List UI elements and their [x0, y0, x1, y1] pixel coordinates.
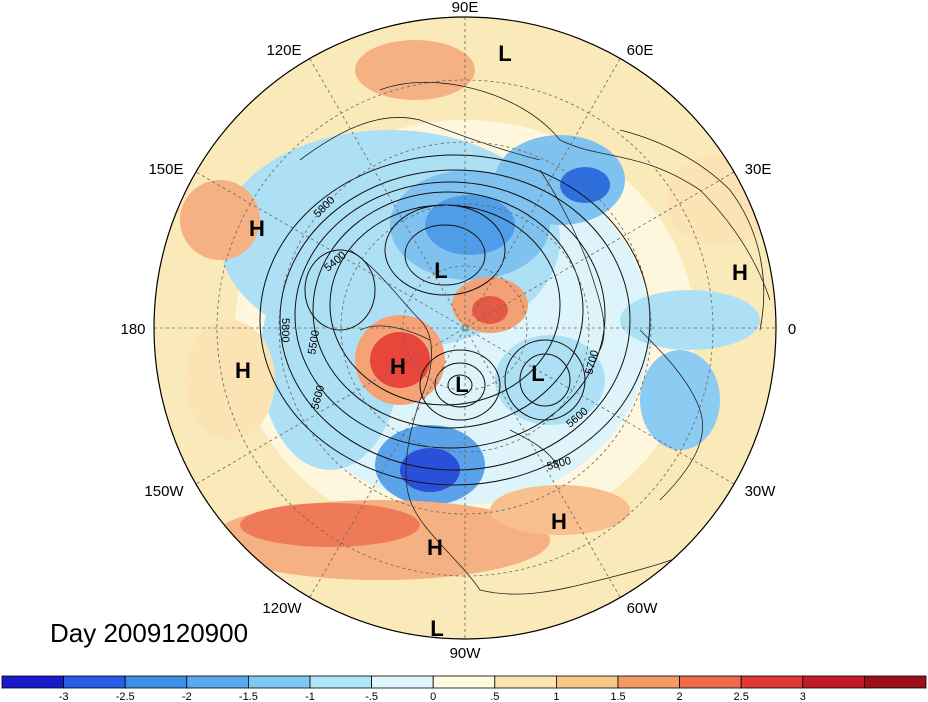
lon-label: 120E [266, 42, 301, 59]
colorbar-ticks: -3 -2.5 -2 -1.5 -1 -.5 0 .5 1 1.5 2 2.5 3 [59, 691, 806, 702]
high-markers: H H H H H H H [235, 216, 748, 560]
colorbar-tick-label: -2.5 [116, 691, 135, 702]
longitude-labels: 90E 60E 30E 0 30W 60W 90W 120W 150W 180 … [120, 0, 796, 662]
colorbar-tick-label: .5 [490, 691, 499, 702]
lon-label: 90E [452, 0, 479, 16]
lon-label: 150E [148, 161, 183, 178]
colorbar-tick-label: 2.5 [734, 691, 749, 702]
date-label: Day 2009120900 [50, 618, 249, 648]
lon-label: 60E [627, 42, 654, 59]
colorbar-tick-label: -.5 [365, 691, 378, 702]
high-marker: H [551, 509, 567, 534]
low-marker: L [531, 361, 544, 386]
colorbar-tick-label: 1 [553, 691, 559, 702]
colorbar-box [1, 675, 64, 689]
high-marker: H [390, 354, 406, 379]
colorbar-tick-label: -1 [305, 691, 315, 702]
map-boundary [153, 16, 777, 640]
lon-label: 60W [627, 600, 659, 617]
lon-label: 30W [745, 483, 777, 500]
colorbar-box [124, 675, 188, 689]
colorbar-boxes [1, 675, 927, 689]
colorbar-box [494, 675, 557, 689]
colorbar-box [371, 675, 434, 689]
high-marker: H [732, 260, 748, 285]
lon-label: 0 [788, 321, 796, 338]
colorbar-tick-label: 2 [677, 691, 683, 702]
lon-label: 120W [262, 600, 302, 617]
colorbar-tick-label: 0 [430, 691, 436, 702]
high-marker: H [235, 358, 251, 383]
contour-label: 5800 [279, 318, 291, 342]
colorbar-box [617, 675, 680, 689]
lon-label: 150W [144, 483, 184, 500]
graticule [154, 17, 776, 639]
colorbar: -3 -2.5 -2 -1.5 -1 -.5 0 .5 1 1.5 2 2.5 3 [1, 675, 927, 702]
colorbar-box [186, 675, 249, 689]
colorbar-box [802, 675, 865, 689]
colorbar-box [309, 675, 372, 689]
colorbar-tick-label: -2 [182, 691, 192, 702]
colorbar-box [864, 675, 927, 689]
polar-map: 90E 60E 30E 0 30W 60W 90W 120W 150W 180 … [120, 0, 796, 662]
low-marker: L [498, 41, 511, 66]
colorbar-box [740, 675, 804, 689]
colorbar-box [432, 675, 496, 689]
high-marker: H [249, 216, 265, 241]
colorbar-box [63, 675, 126, 689]
lon-label: 90W [450, 645, 482, 662]
colorbar-tick-label: -1.5 [239, 691, 258, 702]
low-marker: L [430, 616, 443, 641]
high-marker: H [427, 535, 443, 560]
colorbar-tick-label: 3 [800, 691, 806, 702]
colorbar-tick-label: -3 [59, 691, 69, 702]
height-contours [259, 154, 651, 486]
low-markers: L L L L L L [430, 41, 544, 641]
colorbar-box [679, 675, 742, 689]
lon-label: 30E [745, 161, 772, 178]
contour-label: 5500 [306, 329, 322, 355]
low-marker: L [434, 258, 447, 283]
colorbar-box [556, 675, 619, 689]
colorbar-box [247, 675, 311, 689]
low-marker: L [455, 372, 468, 397]
colorbar-tick-label: 1.5 [610, 691, 625, 702]
lon-label: 180 [120, 321, 145, 338]
